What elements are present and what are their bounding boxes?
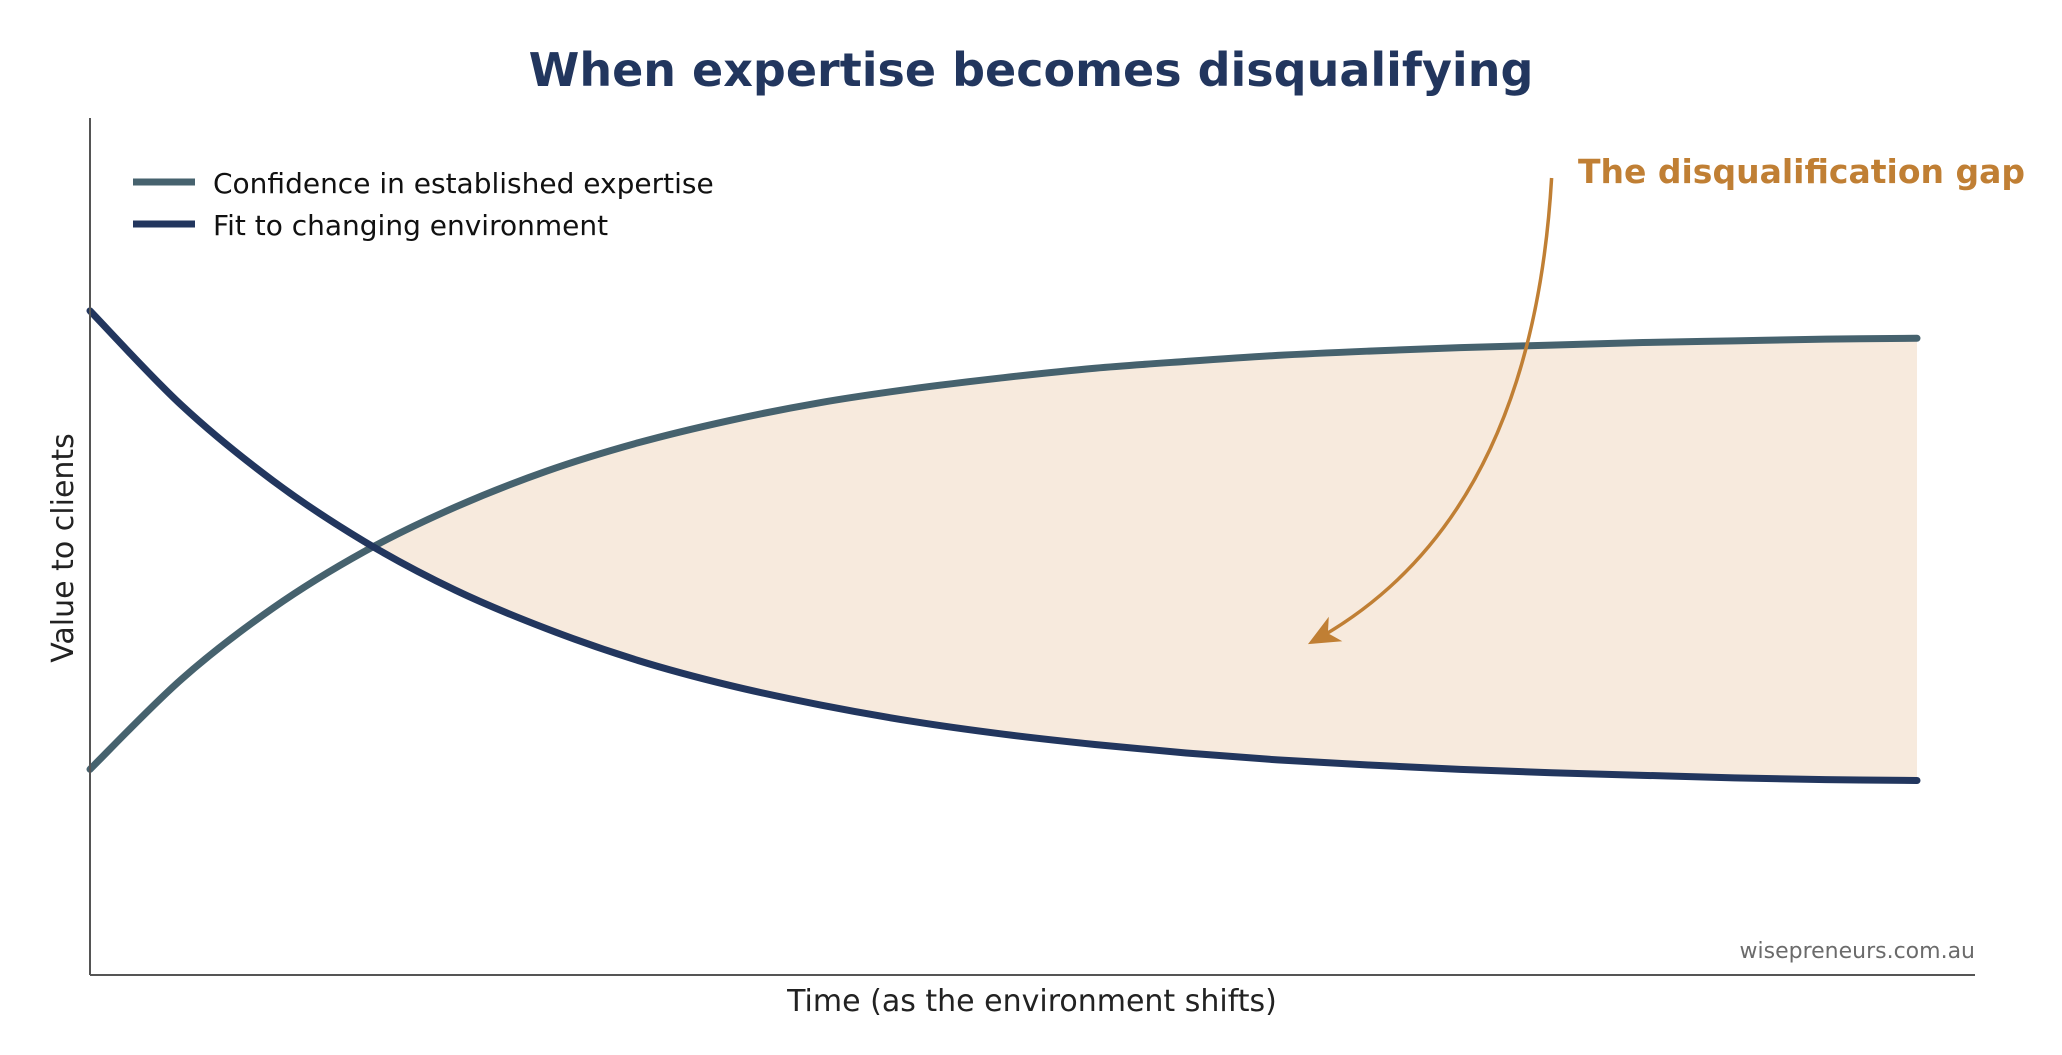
chart-title: When expertise becomes disqualifying — [529, 43, 1534, 97]
series-line-confidence — [86, 334, 1921, 773]
legend-label-fit: Fit to changing environment — [213, 209, 608, 242]
disqualification-gap-area — [364, 338, 1917, 781]
series-line-fit — [86, 307, 1921, 784]
annotation-label: The disqualification gap — [1578, 152, 2025, 191]
x-axis-label: Time (as the environment shifts) — [786, 984, 1277, 1019]
y-axis-label: Value to clients — [46, 433, 81, 663]
plot-area — [86, 307, 1921, 784]
annotation-arrow — [1307, 177, 1554, 645]
annotation: The disqualification gap — [1307, 152, 2025, 645]
legend-label-confidence: Confidence in established expertise — [213, 167, 714, 200]
watermark: wisepreneurs.com.au — [1740, 939, 1976, 964]
legend: Confidence in established expertise Fit … — [133, 167, 714, 242]
